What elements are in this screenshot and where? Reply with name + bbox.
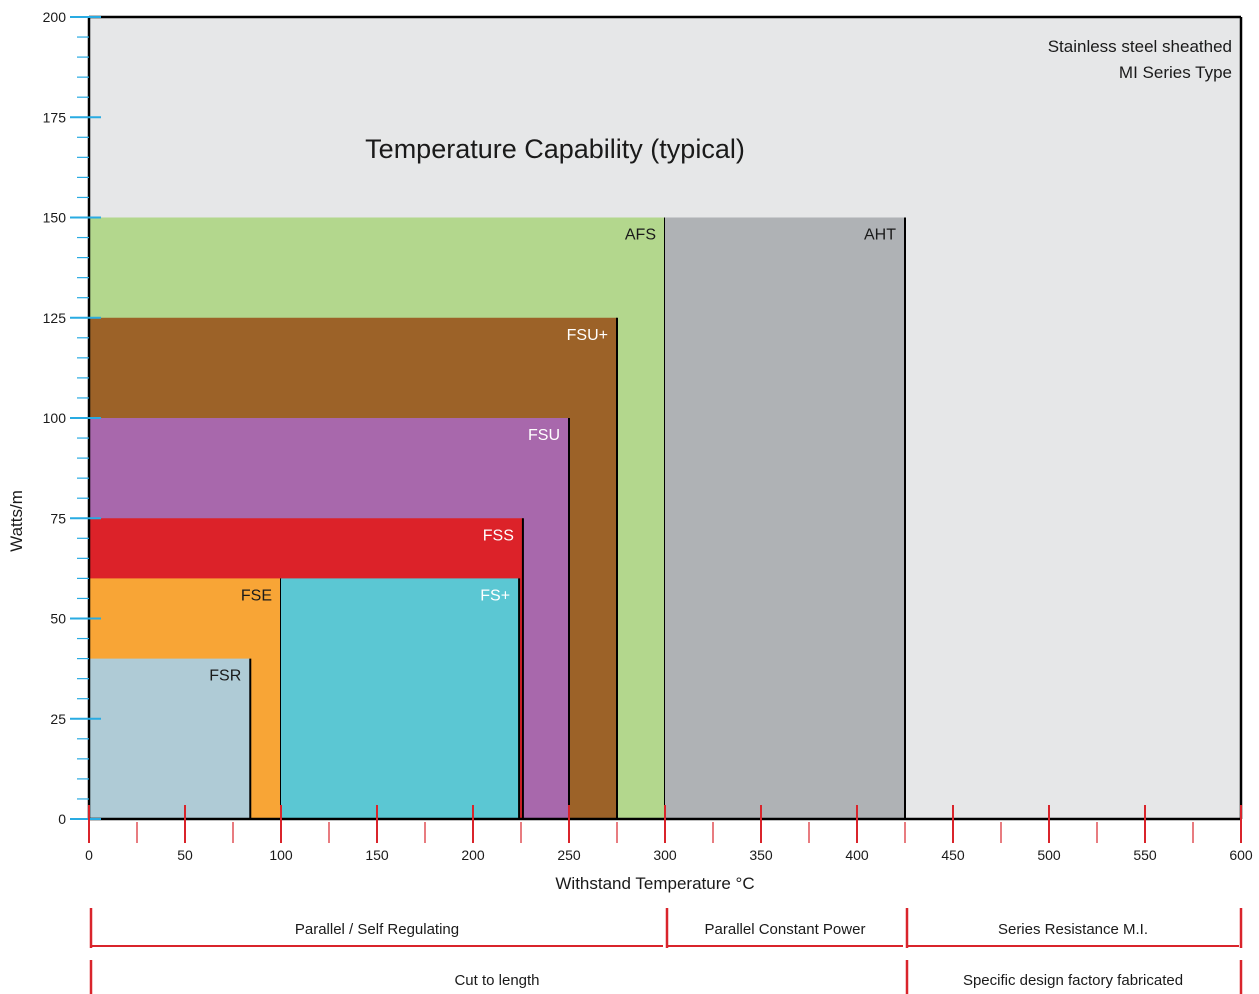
y-tick-label: 125: [43, 310, 67, 326]
y-tick-label: 0: [58, 811, 66, 827]
bars-layer: [89, 217, 906, 819]
y-tick-label: 75: [50, 510, 66, 526]
x-tick-label: 0: [85, 847, 93, 863]
bar-label-aht: AHT: [864, 227, 896, 244]
ranges-layer: Parallel / Self Regulating Parallel Const…: [89, 908, 1243, 994]
bar-label-fs-plus: FS+: [480, 587, 510, 604]
x-tick-label: 450: [941, 847, 965, 863]
bar-label-afs: AFS: [625, 227, 656, 244]
y-tick-label: 175: [43, 109, 67, 125]
range-fabrication-specific-design-factory-fabricated-label: Specific design factory fabricated: [963, 972, 1183, 989]
x-tick-label: 250: [557, 847, 581, 863]
bar-label-fsr: FSR: [209, 668, 241, 685]
range-connection-parallel-self-regulating-label: Parallel / Self Regulating: [295, 921, 459, 938]
range-fabrication-cut-to-length-label: Cut to length: [454, 972, 539, 989]
x-tick-label: 550: [1133, 847, 1157, 863]
x-tick-label: 200: [461, 847, 485, 863]
bar-label-fsu: FSU: [528, 427, 560, 444]
bar-fs-plus: [281, 578, 520, 819]
range-connection-series-resistance-m-i-label: Series Resistance M.I.: [998, 921, 1148, 938]
x-ticks-layer: 0 50 100 150 200 250 300 350 400 450 500 550 600: [85, 805, 1253, 863]
y-tick-label: 150: [43, 210, 67, 226]
bar-label-fss: FSS: [483, 527, 514, 544]
x-axis-label: Withstand Temperature °C: [555, 874, 754, 893]
bar-label-fsu-plus: FSU+: [567, 327, 608, 344]
x-tick-label: 400: [845, 847, 869, 863]
y-tick-label: 100: [43, 410, 67, 426]
x-tick-label: 600: [1229, 847, 1253, 863]
bar-labels-layer: AFS AHT FSU+ FSU FSS FSE FS+ FSR: [209, 227, 896, 685]
y-tick-label: 200: [43, 9, 67, 25]
x-tick-label: 500: [1037, 847, 1061, 863]
y-tick-label: 50: [50, 611, 66, 627]
bar-fsr: [89, 658, 251, 819]
x-tick-label: 100: [269, 847, 293, 863]
bar-aht: [665, 217, 905, 819]
y-axis-label: Watts/m: [7, 490, 26, 552]
bar-label-fse: FSE: [241, 587, 272, 604]
x-tick-label: 300: [653, 847, 677, 863]
y-ticks-layer: 0 25 50 75 100 125 150 175 200: [43, 9, 101, 827]
range-connection-parallel-constant-power-label: Parallel Constant Power: [705, 921, 866, 938]
x-tick-label: 350: [749, 847, 773, 863]
background-label-line-2: MI Series Type: [1119, 63, 1232, 82]
background-label-line-1: Stainless steel sheathed: [1048, 37, 1232, 56]
x-tick-label: 150: [365, 847, 389, 863]
x-tick-label: 50: [177, 847, 193, 863]
chart-title: Temperature Capability (typical): [365, 134, 745, 164]
y-tick-label: 25: [50, 711, 66, 727]
